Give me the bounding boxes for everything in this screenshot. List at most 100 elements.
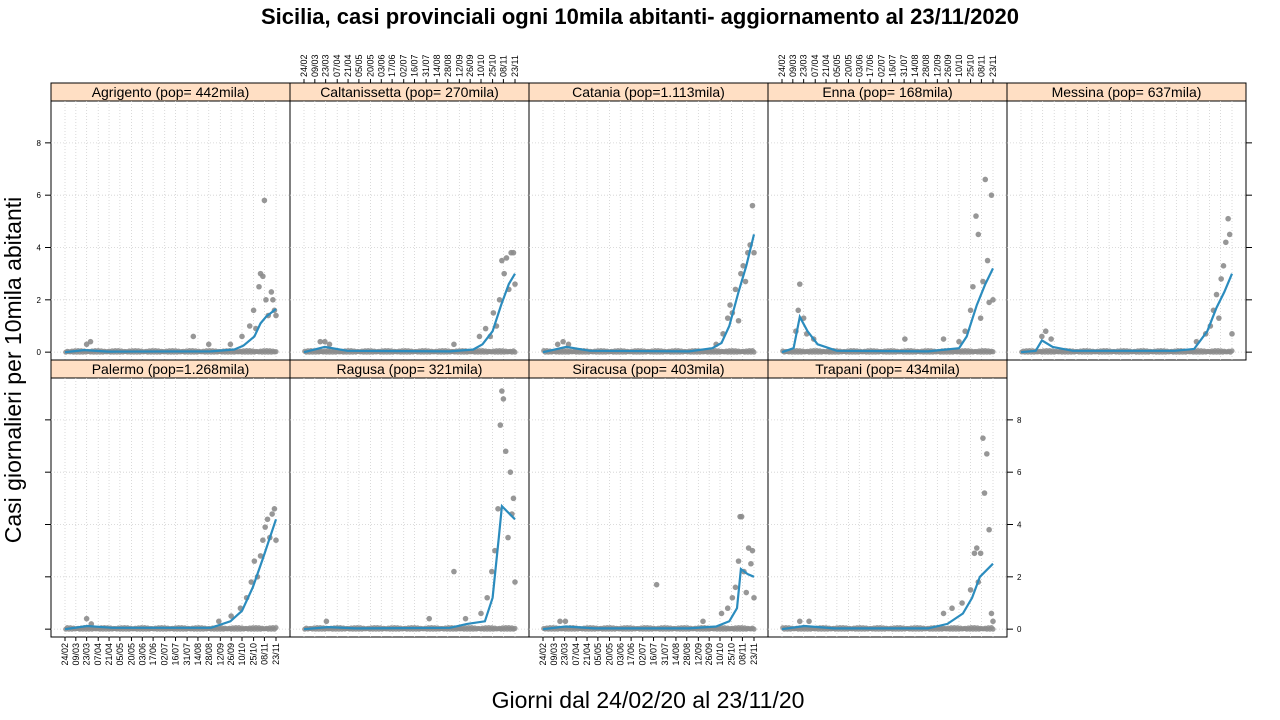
data-point: [1220, 263, 1227, 269]
x-tick-label: 20/05: [365, 54, 375, 77]
x-tick-label: 26/09: [704, 643, 714, 666]
data-point: [984, 257, 991, 264]
data-point: [1048, 336, 1054, 342]
data-point: [806, 618, 812, 625]
panel-6: Ragusa (pop= 321mila): [289, 359, 530, 638]
data-point: [256, 283, 262, 290]
x-ticks-layer: 24/02 09/03 23/03 07/04 21/04 05/05 20/05 03/06…: [60, 54, 998, 665]
x-tick-label: 03/06: [615, 643, 625, 666]
x-tick-label: 10/10: [476, 54, 486, 77]
data-point: [980, 278, 986, 285]
data-point: [512, 281, 518, 287]
y-axis-title: Casi giornalieri per 10mila abitanti: [0, 197, 26, 543]
smooth-line: [303, 273, 516, 354]
x-tick-label: 21/04: [343, 54, 353, 77]
data-point: [512, 579, 518, 585]
data-point-baseline: [512, 349, 518, 355]
x-tick-label: 10/10: [237, 643, 247, 666]
panel-frame: [528, 377, 769, 638]
y-tick-label: 8: [37, 139, 42, 148]
x-tick-label: 09/03: [788, 54, 798, 77]
data-point: [1223, 239, 1229, 246]
x-tick-label: 08/11: [498, 55, 508, 77]
x-tick-label: 28/08: [921, 54, 931, 77]
panel-3: Enna (pop= 168mila): [767, 82, 1008, 361]
data-point: [988, 192, 995, 198]
panel-title: Palermo (pop=1.268mila): [92, 361, 250, 377]
data-point: [700, 618, 706, 625]
data-point: [724, 315, 731, 321]
data-point: [970, 283, 976, 290]
x-tick-label: 23/03: [321, 54, 331, 77]
data-point-baseline: [512, 625, 518, 631]
data-point: [956, 338, 962, 345]
smooth-line: [64, 518, 278, 631]
data-point: [749, 202, 756, 209]
data-point: [1216, 315, 1222, 321]
data-point: [246, 323, 253, 329]
y-ticks-layer: 0 2 4 6 8 0 2 4 6 8: [37, 139, 1252, 634]
data-point: [982, 176, 989, 183]
data-point: [959, 600, 965, 606]
data-point: [560, 338, 566, 345]
data-point: [735, 558, 742, 564]
y-tick-label: 6: [37, 191, 42, 200]
x-tick-label: 10/10: [715, 643, 725, 666]
x-tick-label: 05/05: [115, 643, 125, 666]
data-point: [796, 618, 803, 625]
x-tick-label: 31/07: [182, 643, 192, 666]
data-point: [740, 263, 746, 269]
x-tick-label: 20/05: [126, 643, 136, 666]
x-tick-label: 20/05: [604, 643, 614, 666]
x-tick-label: 14/08: [432, 54, 442, 77]
data-point: [1213, 291, 1220, 298]
x-tick-label: 17/06: [865, 54, 875, 77]
x-tick-label: 16/07: [171, 643, 181, 666]
data-point: [83, 615, 90, 622]
data-point: [977, 315, 984, 321]
data-point: [505, 534, 511, 541]
data-point: [317, 338, 324, 345]
data-point: [565, 341, 572, 348]
x-tick-label: 25/10: [727, 643, 737, 666]
data-point: [273, 312, 279, 319]
x-tick-label: 12/09: [215, 643, 225, 666]
data-point: [510, 495, 517, 502]
panel-8: Trapani (pop= 434mila): [767, 359, 1008, 638]
data-point: [499, 388, 505, 394]
data-point: [562, 618, 569, 625]
x-tick-label: 12/09: [454, 54, 464, 77]
data-point: [502, 448, 509, 455]
x-tick-label: 28/08: [204, 643, 214, 666]
data-point: [503, 255, 510, 261]
panel-title: Catania (pop=1.113mila): [572, 84, 725, 100]
data-point: [557, 618, 563, 625]
x-tick-label: 23/11: [988, 55, 998, 77]
y-tick-label: 8: [1017, 416, 1022, 425]
data-point: [501, 270, 507, 277]
x-tick-label: 17/06: [387, 54, 397, 77]
x-tick-label: 31/07: [660, 643, 670, 666]
x-tick-label: 26/09: [465, 54, 475, 77]
x-tick-label: 25/10: [966, 54, 976, 77]
chart-title: Sicilia, casi provinciali ogni 10mila ab…: [261, 4, 1019, 29]
x-tick-label: 02/07: [160, 643, 170, 666]
y-tick-label: 4: [37, 244, 42, 253]
data-point: [984, 451, 990, 457]
data-point: [732, 286, 739, 293]
x-tick-label: 23/03: [560, 643, 570, 666]
data-point: [973, 213, 979, 219]
data-point: [495, 506, 501, 512]
x-tick-label: 31/07: [899, 54, 909, 77]
x-tick-label: 16/07: [649, 643, 659, 666]
data-point: [262, 524, 268, 530]
data-point: [251, 558, 258, 564]
data-point: [239, 333, 245, 340]
data-point: [751, 594, 757, 601]
data-point: [489, 568, 495, 575]
x-tick-label: 14/08: [671, 643, 681, 666]
data-point: [1039, 333, 1045, 340]
panel-0: Agrigento (pop= 442mila): [50, 82, 291, 361]
panel-title: Trapani (pop= 434mila): [815, 361, 960, 377]
data-point: [727, 302, 733, 308]
